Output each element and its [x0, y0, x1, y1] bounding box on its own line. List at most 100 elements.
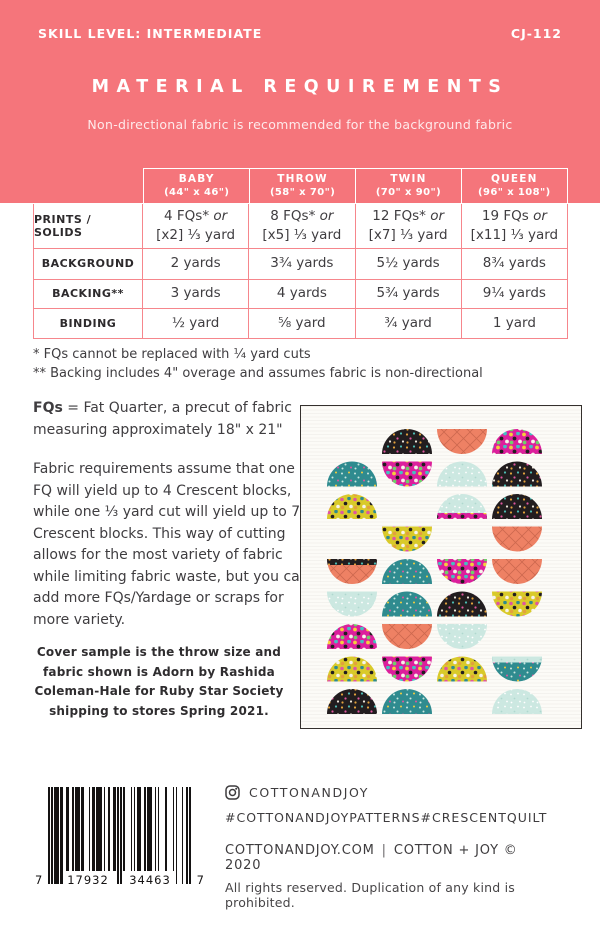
- crescent-block: [437, 494, 487, 519]
- barcode-digit-group1: 17932: [67, 873, 109, 887]
- cell-line2: [x5] ⅓ yard: [262, 226, 342, 243]
- size-dimensions: (44" x 46"): [164, 187, 230, 198]
- size-header-row: BABY (44" x 46") THROW (58" x 70") TWIN (70" …: [143, 168, 568, 204]
- page-subtitle: Non-directional fabric is recommended fo…: [87, 117, 513, 132]
- barcode-bar: [75, 787, 80, 871]
- table-cell: 8¾ yards: [460, 248, 567, 279]
- crescent-block: [327, 591, 377, 617]
- quilt-preview: [300, 405, 582, 729]
- table-cell: 9¼ yards: [460, 279, 567, 308]
- size-name: QUEEN: [491, 173, 538, 185]
- instagram-line: COTTONANDJOY: [225, 785, 543, 800]
- row-label: BINDING: [34, 309, 143, 338]
- cover-sample-note: Cover sample is the throw size and fabri…: [34, 645, 284, 718]
- barcode-bar: [54, 787, 59, 884]
- size-name: THROW: [277, 173, 328, 185]
- table-cell: 3¾ yards: [248, 248, 354, 279]
- barcode-bar: [66, 787, 69, 871]
- barcode-digit-left: 7: [35, 873, 43, 887]
- size-header-cell: TWIN (70" x 90"): [354, 168, 463, 204]
- barcode-bar: [165, 787, 167, 871]
- crescent-block: [492, 689, 542, 714]
- table-cell: 8 FQs* or [x5] ⅓ yard: [248, 203, 354, 248]
- crescent-block: [492, 461, 542, 487]
- barcode-bar: [136, 787, 141, 871]
- hashtag-crescentquilt: #CRESCENTQUILT: [420, 810, 548, 825]
- barcode-bar: [133, 787, 135, 871]
- table-cell: 5½ yards: [354, 248, 461, 279]
- instagram-icon: [225, 785, 240, 800]
- crescent-block: [437, 559, 487, 584]
- cell-line1: 19 FQs or: [481, 207, 547, 224]
- crescent-block: [492, 591, 542, 617]
- table-cell: 4 yards: [248, 279, 354, 308]
- barcode-bar: [172, 787, 174, 871]
- table-row: PRINTS / SOLIDS 4 FQs* or [x2] ⅓ yard 8 FQs…: [34, 203, 567, 248]
- crescent-block: [437, 461, 487, 487]
- cell-line1: 4 FQs* or: [164, 207, 228, 224]
- crescent-block: [437, 624, 487, 649]
- table-cell: ⅝ yard: [248, 309, 354, 338]
- size-dimensions: (58" x 70"): [269, 187, 336, 198]
- barcode: 7 17932 34463 7: [35, 787, 204, 887]
- fq-definition: FQs = Fat Quarter, a precut of fabric me…: [33, 397, 313, 441]
- site-copyright-line: COTTONANDJOY.COM | COTTON + JOY © 2020: [225, 843, 543, 873]
- barcode-bar: [117, 787, 119, 884]
- table-cell: ¾ yard: [354, 309, 461, 338]
- size-dimensions: (96" x 108"): [478, 187, 551, 198]
- crescent-block: [492, 494, 542, 519]
- barcode-bar: [60, 787, 63, 884]
- requirements-table: PRINTS / SOLIDS 4 FQs* or [x2] ⅓ yard 8 FQs…: [33, 203, 568, 339]
- barcode-bar: [144, 787, 146, 871]
- crescent-block: [327, 656, 377, 682]
- barcode-bar: [147, 787, 152, 871]
- barcode-bar: [181, 787, 183, 884]
- barcode-digit-group2: 34463: [129, 873, 171, 887]
- table-cell: 12 FQs* or [x7] ⅓ yard: [354, 203, 461, 248]
- barcode-bar: [91, 787, 95, 871]
- table-row: BACKING** 3 yards 4 yards 5¾ yards 9¼ yards: [34, 278, 567, 308]
- crescent-block: [437, 429, 487, 454]
- pattern-code: CJ-112: [510, 26, 562, 41]
- table-row: BACKGROUND 2 yards 3¾ yards 5½ yards 8¾ yard…: [34, 247, 567, 279]
- barcode-bar: [88, 787, 90, 871]
- footnote-fq: * FQs cannot be replaced with ¼ yard cut…: [33, 347, 311, 362]
- barcode-digit-right: 7: [196, 873, 204, 887]
- row-label: PRINTS / SOLIDS: [34, 203, 143, 248]
- size-header-cell: QUEEN (96" x 108"): [460, 168, 568, 204]
- barcode-bar: [123, 787, 125, 871]
- size-name: BABY: [178, 173, 215, 185]
- barcode-bar: [72, 787, 74, 871]
- table-row: BINDING ½ yard ⅝ yard ¾ yard 1 yard: [34, 308, 567, 338]
- barcode-bar: [175, 787, 177, 884]
- crescent-block: [382, 624, 432, 649]
- barcode-bar: [48, 787, 50, 884]
- table-cell: ½ yard: [171, 314, 220, 331]
- cell-line2: [x2] ⅓ yard: [156, 226, 236, 243]
- table-cell: 5¾ yards: [354, 279, 461, 308]
- barcode-bar: [189, 787, 191, 884]
- crescent-block: [492, 526, 542, 552]
- crescent-block: [382, 526, 432, 552]
- crescent-strip: [327, 559, 377, 565]
- barcode-bar: [108, 787, 110, 871]
- barcode-bar: [154, 787, 156, 871]
- crescent-block: [382, 429, 432, 454]
- coral-banner: SKILL LEVEL: INTERMEDIATE CJ-112 MATERIA…: [0, 0, 600, 204]
- fq-term: FQs: [33, 400, 63, 416]
- cell-line2: [x7] ⅓ yard: [368, 226, 448, 243]
- cell-line1: 8 FQs* or: [270, 207, 334, 224]
- crescent-block: [382, 559, 432, 584]
- cell-line1: 12 FQs* or: [372, 207, 444, 224]
- crescent-strip: [492, 656, 542, 663]
- crescent-block: [437, 656, 487, 682]
- size-header-cell: BABY (44" x 46"): [143, 168, 251, 204]
- crescent-block: [382, 461, 432, 487]
- row-label: BACKGROUND: [34, 248, 143, 279]
- page-title: MATERIAL REQUIREMENTS: [91, 77, 509, 97]
- footnote-backing: ** Backing includes 4" overage and assum…: [33, 366, 483, 381]
- barcode-bar: [81, 787, 84, 871]
- cell-line2: [x11] ⅓ yard: [470, 226, 559, 243]
- table-cell: 19 FQs or [x11] ⅓ yard: [460, 203, 567, 248]
